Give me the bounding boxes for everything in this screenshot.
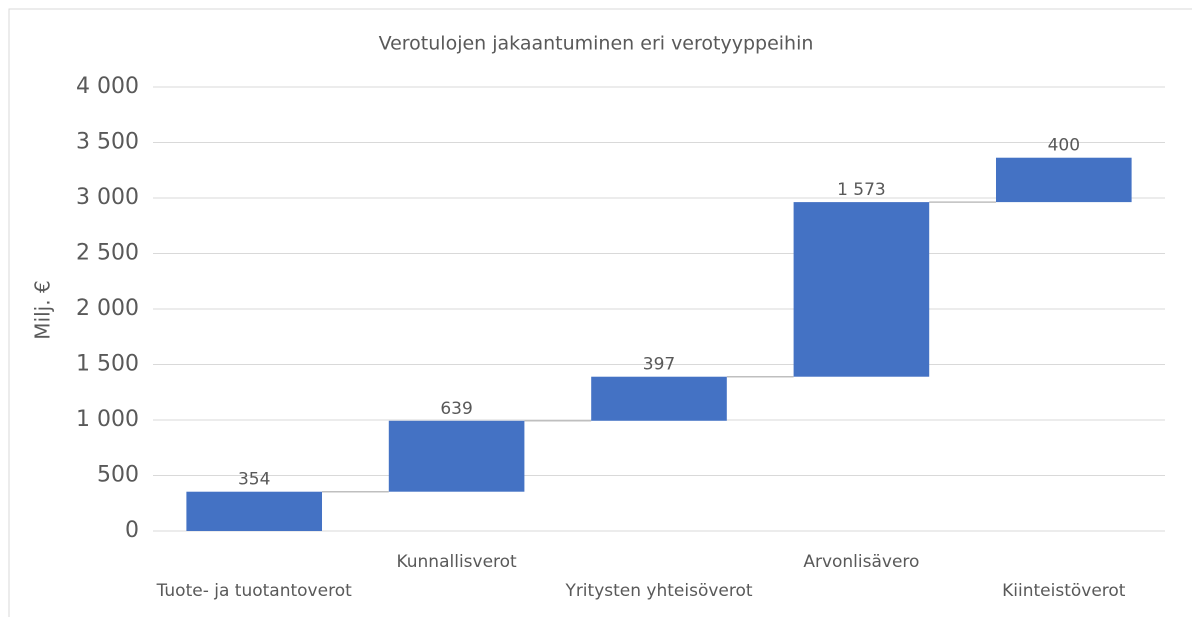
value-label: 400 — [1048, 136, 1080, 156]
y-tick-label: 3 000 — [76, 185, 139, 210]
value-label: 639 — [440, 399, 472, 419]
chart-title: Verotulojen jakaantuminen eri verotyyppe… — [379, 33, 814, 55]
y-tick-label: 4 000 — [76, 74, 139, 99]
value-label: 1 573 — [837, 180, 886, 200]
bar — [995, 157, 1132, 203]
x-tick-label: Tuote- ja tuotantoverot — [156, 581, 352, 601]
x-tick-label: Arvonlisävero — [803, 552, 919, 572]
y-axis-label: Milj. € — [31, 280, 55, 339]
y-tick-label: 1 000 — [76, 407, 139, 432]
bar — [388, 420, 525, 492]
bar — [793, 202, 930, 377]
x-tick-label: Yritysten yhteisöverot — [564, 581, 752, 601]
x-tick-label: Kiinteistöverot — [1002, 581, 1126, 601]
value-label: 354 — [238, 470, 270, 490]
x-tick-label: Kunnallisverot — [396, 552, 517, 572]
y-tick-label: 2 000 — [76, 296, 139, 321]
y-tick-label: 1 500 — [76, 352, 139, 377]
chart-frame — [8, 8, 1192, 617]
y-tick-label: 0 — [125, 518, 139, 543]
value-label: 397 — [643, 355, 675, 375]
y-tick-label: 2 500 — [76, 241, 139, 266]
y-tick-label: 500 — [97, 463, 139, 488]
bar — [186, 491, 323, 531]
y-tick-label: 3 500 — [76, 130, 139, 155]
bar — [591, 376, 727, 421]
